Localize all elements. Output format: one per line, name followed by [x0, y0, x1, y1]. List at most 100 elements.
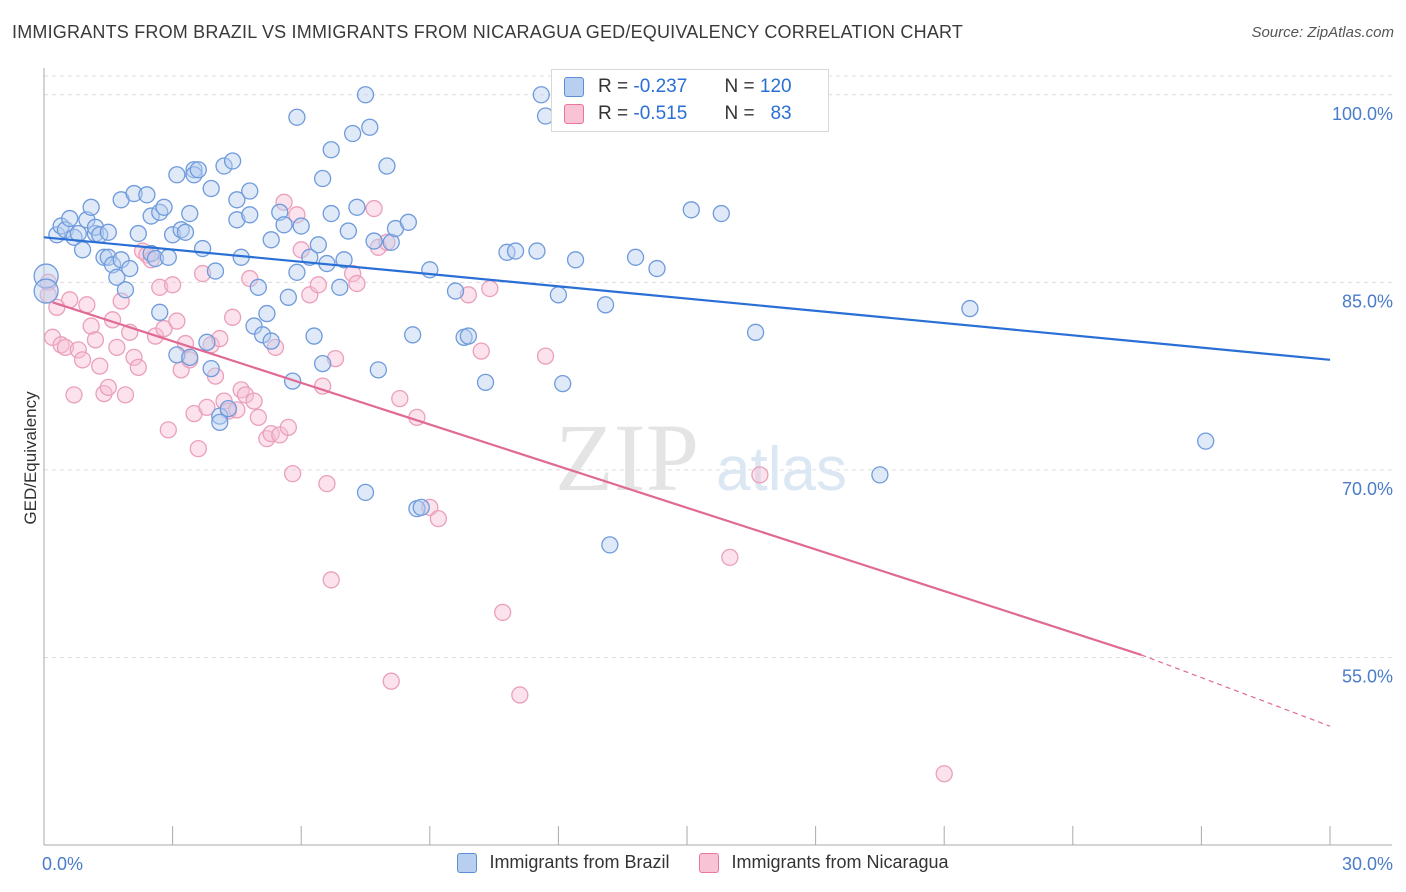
- brazil-point: [151, 303, 169, 321]
- nicaragua-point: [481, 279, 499, 298]
- nicaragua-point: [472, 342, 490, 360]
- brazil-point: [339, 222, 358, 240]
- nicaragua-point: [211, 329, 229, 348]
- nicaragua-point: [378, 233, 396, 251]
- brazil-point: [189, 161, 207, 179]
- brazil-point: [168, 166, 186, 184]
- nicaragua-point: [125, 348, 143, 366]
- nicaragua-point: [494, 603, 512, 622]
- brazil-point: [262, 332, 280, 350]
- brazil-point: [404, 326, 422, 344]
- y-tick-label: 70.0%: [1342, 479, 1393, 499]
- legend-n-value: 83: [770, 103, 792, 124]
- source-credit: Source: ZipAtlas.com: [1251, 24, 1394, 41]
- nicaragua-point: [382, 672, 400, 690]
- legend-r-value: -0.515: [633, 103, 688, 124]
- brazil-point: [356, 86, 375, 104]
- brazil-point: [108, 268, 126, 286]
- y-tick-label: 55.0%: [1342, 666, 1393, 686]
- brazil-point: [446, 282, 465, 300]
- brazil-point: [82, 198, 100, 216]
- axes: [43, 68, 1392, 846]
- nicaragua-point: [198, 398, 216, 417]
- nicaragua-point: [99, 378, 117, 397]
- brazil-trend-line: [43, 236, 1331, 361]
- brazil-point: [176, 223, 195, 241]
- brazil-point: [322, 141, 340, 159]
- legend-n-label: N =: [724, 76, 755, 97]
- brazil-point: [185, 161, 203, 179]
- nicaragua-point: [322, 571, 340, 589]
- brazil-point: [275, 216, 293, 234]
- brazil-point: [596, 296, 615, 314]
- nicaragua-point: [288, 206, 306, 224]
- brazil-point: [146, 249, 165, 268]
- nicaragua-point: [459, 286, 478, 304]
- nicaragua-point: [159, 421, 177, 439]
- brazil-point: [129, 224, 147, 243]
- nicaragua-point: [536, 347, 555, 365]
- nicaragua-point: [168, 312, 186, 330]
- brazil-point: [566, 251, 585, 269]
- brazil-point: [249, 278, 267, 296]
- series-label-nicaragua: Immigrants from Nicaragua: [731, 852, 949, 872]
- brazil-point: [528, 242, 546, 260]
- y-tick-label: 85.0%: [1342, 291, 1393, 311]
- watermark: ZIP atlas: [555, 404, 847, 511]
- brazil-point: [202, 179, 220, 198]
- nicaragua-point: [326, 349, 345, 368]
- brazil-point: [554, 374, 572, 393]
- nicaragua-point: [236, 386, 255, 404]
- brazil-point: [648, 259, 666, 278]
- nicaragua-point: [73, 351, 92, 369]
- y-tick-label: 100.0%: [1332, 104, 1393, 124]
- nicaragua-point: [151, 278, 169, 296]
- brazil-point: [288, 263, 306, 281]
- legend-row-nicaragua: R = -0.515 N = 83: [564, 102, 792, 126]
- brazil-point: [506, 242, 525, 260]
- brazil-point: [1197, 432, 1215, 450]
- nicaragua-point: [279, 418, 297, 437]
- nicaragua-point: [275, 193, 293, 211]
- brazil-point: [121, 259, 139, 278]
- brazil-point: [343, 124, 362, 143]
- brazil-point: [313, 169, 332, 188]
- watermark-zip: ZIP: [555, 404, 699, 511]
- nicaragua-point: [228, 401, 246, 419]
- brazil-point: [498, 243, 516, 261]
- nicaragua-point: [751, 466, 769, 484]
- brazil-point: [626, 248, 645, 266]
- nicaragua-trend-extension: [1141, 654, 1331, 727]
- brazil-points: [33, 86, 1215, 554]
- brazil-point: [746, 323, 765, 341]
- nicaragua-point: [318, 474, 336, 493]
- brazil-point: [61, 209, 79, 228]
- brazil-point: [223, 152, 242, 170]
- legend-swatch-nicaragua: [564, 104, 584, 124]
- brazil-point: [206, 262, 225, 280]
- brazil-point: [288, 108, 306, 126]
- nicaragua-point: [82, 317, 100, 335]
- brazil-point: [202, 359, 220, 378]
- brazil-point: [142, 207, 160, 225]
- brazil-point: [241, 182, 259, 200]
- nicaragua-point: [65, 386, 83, 404]
- nicaragua-point: [112, 292, 130, 310]
- brazil-point: [871, 466, 889, 484]
- x-tick-label: 0.0%: [42, 854, 83, 874]
- brazil-point: [219, 399, 237, 418]
- brazil-point: [459, 327, 478, 345]
- nicaragua-point: [262, 424, 280, 443]
- brazil-point: [241, 206, 259, 224]
- brazil-point: [181, 348, 199, 366]
- y-tick-labels: 100.0% 85.0% 70.0% 55.0%: [1332, 104, 1393, 687]
- brazil-point: [198, 333, 216, 351]
- nicaragua-point: [116, 386, 135, 404]
- legend-r-label: R =: [598, 103, 629, 124]
- nicaragua-point: [193, 264, 212, 283]
- brazil-point: [125, 184, 143, 203]
- legend-row-brazil: R = -0.237 N = 120: [564, 75, 792, 99]
- series-swatch-brazil: [457, 852, 478, 873]
- series-legend-brazil: Immigrants from Brazil: [457, 852, 669, 873]
